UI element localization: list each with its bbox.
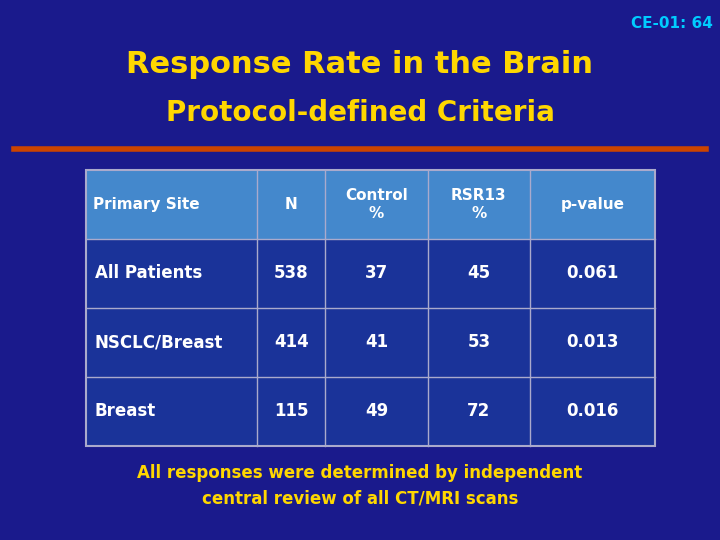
Text: CE-01: 64: CE-01: 64 [631, 16, 713, 31]
Text: NSCLC/Breast: NSCLC/Breast [95, 333, 223, 351]
Text: Control
%: Control % [345, 188, 408, 221]
Text: 0.013: 0.013 [567, 333, 619, 351]
Text: Protocol-defined Criteria: Protocol-defined Criteria [166, 99, 554, 127]
Text: All responses were determined by independent
central review of all CT/MRI scans: All responses were determined by indepen… [138, 464, 582, 508]
Text: RSR13
%: RSR13 % [451, 188, 507, 221]
Text: Response Rate in the Brain: Response Rate in the Brain [127, 50, 593, 79]
Text: 0.061: 0.061 [567, 265, 618, 282]
Text: All Patients: All Patients [95, 265, 202, 282]
Text: N: N [285, 197, 297, 212]
Text: 45: 45 [467, 265, 490, 282]
Text: 41: 41 [365, 333, 388, 351]
Bar [86, 239, 655, 308]
Text: 0.016: 0.016 [567, 402, 618, 420]
Bar [86, 170, 655, 239]
Text: 37: 37 [365, 265, 388, 282]
Text: 72: 72 [467, 402, 490, 420]
Bar [86, 377, 655, 445]
Text: Breast: Breast [95, 402, 156, 420]
Bar [86, 308, 655, 377]
Text: 538: 538 [274, 265, 308, 282]
Text: 115: 115 [274, 402, 308, 420]
Text: 414: 414 [274, 333, 309, 351]
Text: 53: 53 [467, 333, 490, 351]
Text: 49: 49 [365, 402, 388, 420]
Text: p-value: p-value [561, 197, 625, 212]
Bar [86, 170, 655, 446]
Text: Primary Site: Primary Site [93, 197, 200, 212]
